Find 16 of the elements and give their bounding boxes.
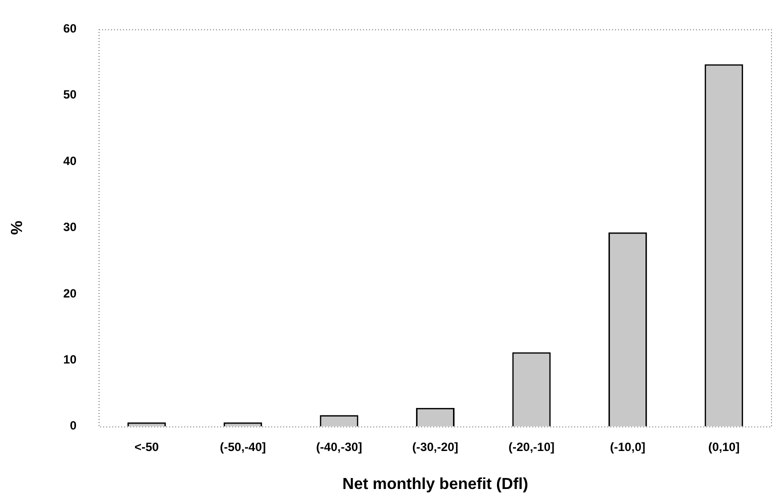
y-tick-label: 0	[70, 418, 77, 433]
x-tick-label: (-20,-10]	[508, 440, 554, 454]
x-axis-title: Net monthly benefit (Dfl)	[342, 476, 528, 493]
x-tick-label: (-30,-20]	[412, 440, 458, 454]
x-tick-label: <-50	[134, 440, 160, 454]
y-tick-label: 40	[63, 154, 77, 168]
x-tick-label: (-50,-40]	[220, 440, 266, 454]
x-tick-label: (0,10]	[708, 440, 740, 454]
x-tick-label: (-40,-30]	[316, 440, 362, 454]
y-tick-label: 60	[63, 22, 77, 36]
y-tick-label: 30	[63, 220, 77, 234]
x-tick-label: (-10,0]	[610, 440, 646, 454]
y-tick-label: 20	[63, 286, 77, 300]
y-tick-label: 50	[63, 88, 77, 102]
y-axis-title: %	[9, 220, 26, 235]
y-tick-label: 10	[63, 352, 77, 367]
